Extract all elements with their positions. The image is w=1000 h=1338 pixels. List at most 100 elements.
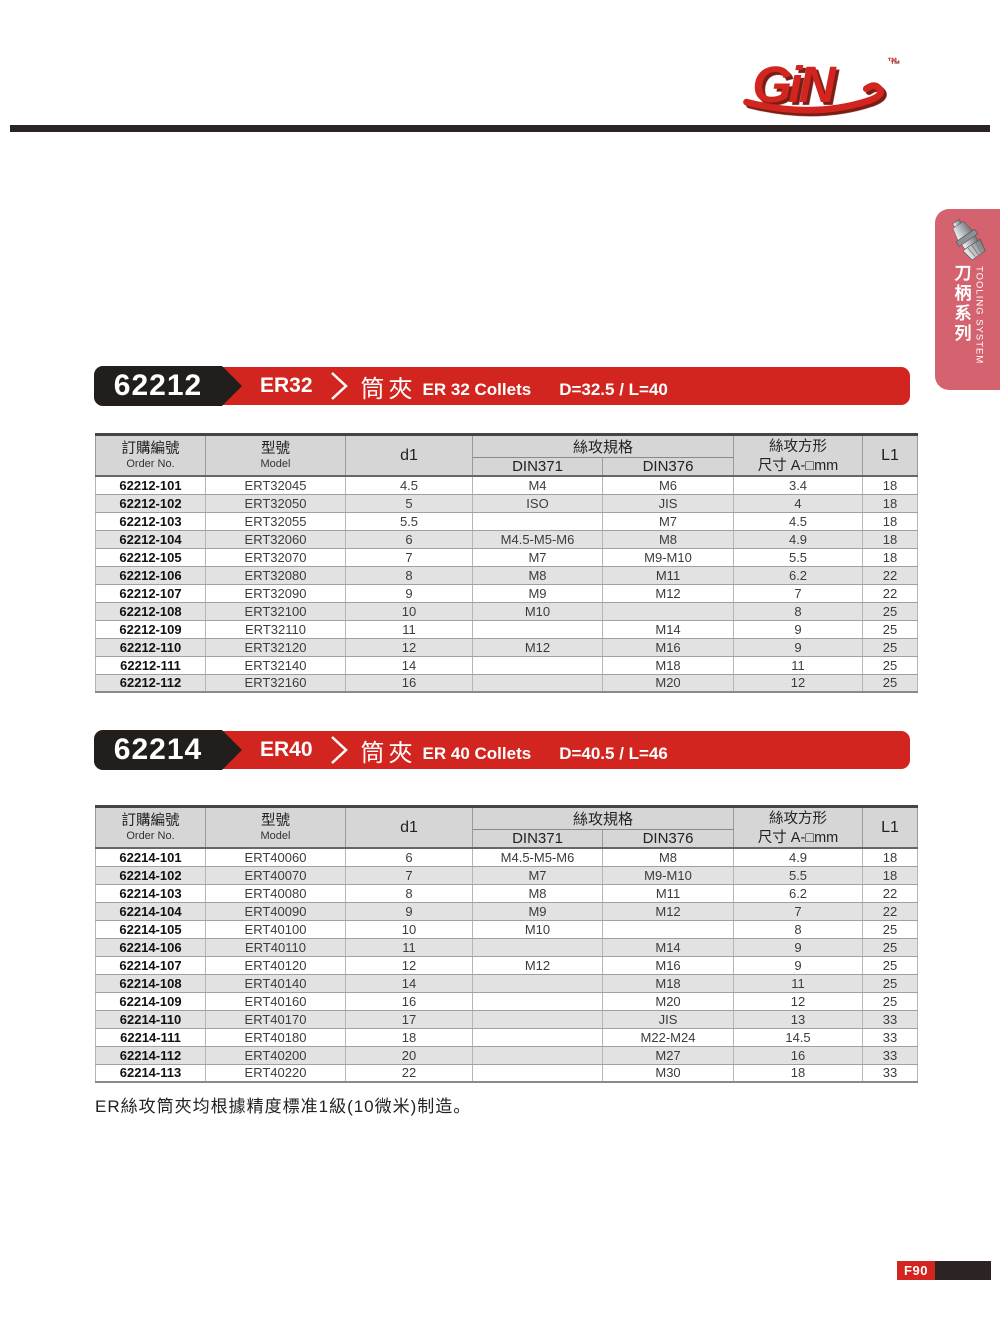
table-cell: 7 (733, 902, 864, 921)
table-cell: M4 (472, 476, 603, 495)
table-row: 62212-103 ERT32055 5.5 M7 4.5 18 (95, 512, 919, 531)
table-cell: 62212-109 (95, 620, 206, 639)
table-cell: M20 (601, 992, 735, 1011)
table-cell: 33 (862, 1046, 919, 1065)
order-code: 62214 (113, 732, 203, 766)
table-cell: 5.5 (733, 866, 864, 885)
logo-trademark: ™ (887, 57, 897, 68)
table-cell: 62212-104 (95, 530, 206, 549)
chevron-separator-icon (330, 372, 348, 400)
table-row: 62214-104 ERT40090 9 M9 M12 7 22 (95, 902, 919, 921)
section-banner-62214: 62214 ER40 筒夾 ER 40 Collets D=40.5 / L=4… (94, 729, 910, 770)
table-cell: ERT32060 (205, 530, 346, 549)
table-cell (601, 602, 735, 621)
table-cell: 62214-110 (95, 1010, 206, 1029)
spec-table-62212: 訂購編號 Order No. 型號 Model d1 絲攻規格 絲攻方形 尺寸 … (95, 433, 919, 693)
table-cell: 9 (733, 620, 864, 639)
tab-label-group: 刀柄系列 TOOLING SYSTEM (951, 264, 985, 364)
order-code-badge: 62212 (94, 365, 242, 406)
table-cell: 8 (345, 884, 473, 903)
table-row: 62212-104 ERT32060 6 M4.5-M5-M6 M8 4.9 18 (95, 530, 919, 549)
table-cell: 14 (345, 974, 473, 993)
table-cell: 10 (345, 602, 473, 621)
col-header-din371: DIN371 (472, 829, 603, 849)
table-cell: 62214-113 (95, 1064, 206, 1083)
table-cell: 18 (862, 866, 919, 885)
table-cell (472, 512, 603, 531)
table-cell: 18 (862, 548, 919, 567)
table-cell: 16 (345, 992, 473, 1011)
table-cell: M30 (601, 1064, 735, 1083)
table-cell: M14 (601, 938, 735, 957)
table-cell: 62212-112 (95, 674, 206, 693)
table-cell: 9 (733, 638, 864, 657)
table-cell: 62212-105 (95, 548, 206, 567)
table-cell: ERT32120 (205, 638, 346, 657)
table-cell: M8 (472, 566, 603, 585)
table-cell: M10 (472, 920, 603, 939)
table-cell: 12 (733, 674, 864, 693)
table-cell: 22 (862, 566, 919, 585)
col-header-order-no: 訂購編號 Order No. (95, 433, 206, 477)
table-cell: 22 (862, 584, 919, 603)
table-cell: 25 (862, 920, 919, 939)
section-title-en: ER 32 Collets (422, 380, 532, 399)
table-cell: ERT32110 (205, 620, 346, 639)
section-dimensions: D=32.5 / L=40 (559, 380, 668, 399)
table-cell: M14 (601, 620, 735, 639)
table-cell: M12 (472, 956, 603, 975)
table-cell: 6.2 (733, 884, 864, 903)
table-cell: 11 (733, 974, 864, 993)
table-cell: 62212-101 (95, 476, 206, 495)
table-cell: M12 (472, 638, 603, 657)
table-cell: 17 (345, 1010, 473, 1029)
brand-logo: GiN ™ (718, 50, 908, 120)
table-cell: JIS (601, 494, 735, 513)
table-row: 62214-109 ERT40160 16 M20 12 25 (95, 992, 919, 1011)
table-cell: 5 (345, 494, 473, 513)
table-cell: 18 (862, 848, 919, 867)
table-cell: ERT32160 (205, 674, 346, 693)
table-cell: ERT32070 (205, 548, 346, 567)
table-cell: 5.5 (733, 548, 864, 567)
table-cell: M6 (601, 476, 735, 495)
col-header-l1: L1 (862, 433, 919, 477)
table-cell (472, 1028, 603, 1047)
table-cell: ERT32080 (205, 566, 346, 585)
table-cell: 12 (345, 956, 473, 975)
table-row: 62214-103 ERT40080 8 M8 M11 6.2 22 (95, 884, 919, 903)
table-cell: 25 (862, 656, 919, 675)
table-cell: M4.5-M5-M6 (472, 848, 603, 867)
table-cell: M9 (472, 584, 603, 603)
col-header-model: 型號 Model (205, 433, 346, 477)
table-cell: ERT32055 (205, 512, 346, 531)
table-cell: 33 (862, 1010, 919, 1029)
table-cell: 62214-107 (95, 956, 206, 975)
table-cell: 62214-106 (95, 938, 206, 957)
table-row: 62212-108 ERT32100 10 M10 8 25 (95, 602, 919, 621)
table-cell: 18 (862, 494, 919, 513)
table-cell (472, 938, 603, 957)
table-row: 62214-108 ERT40140 14 M18 11 25 (95, 974, 919, 993)
table-cell (472, 674, 603, 693)
table-cell: 62212-108 (95, 602, 206, 621)
col-header-tap-square: 絲攻方形 尺寸 A-□mm (733, 433, 864, 477)
table-cell: 9 (345, 902, 473, 921)
table-cell: ERT32100 (205, 602, 346, 621)
table-cell: 62214-104 (95, 902, 206, 921)
table-cell: M7 (472, 548, 603, 567)
col-header-din371: DIN371 (472, 457, 603, 477)
table-cell: 62212-110 (95, 638, 206, 657)
table-cell (472, 1064, 603, 1083)
section-title-zh: 筒夾 (360, 375, 417, 403)
table-cell: 25 (862, 602, 919, 621)
table-cell: 6 (345, 530, 473, 549)
table-cell: 18 (862, 476, 919, 495)
table-cell: JIS (601, 1010, 735, 1029)
table-cell: 12 (733, 992, 864, 1011)
table-cell: M7 (601, 512, 735, 531)
table-cell: 62212-103 (95, 512, 206, 531)
table-row: 62212-102 ERT32050 5 ISO JIS 4 18 (95, 494, 919, 513)
table-cell: 5.5 (345, 512, 473, 531)
table-cell: 8 (733, 920, 864, 939)
